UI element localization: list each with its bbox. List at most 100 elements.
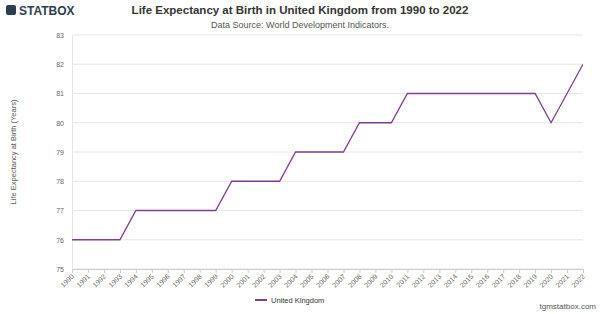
logo-icon [6,5,16,15]
x-tick-mark [184,269,185,273]
x-tick: 2021 [554,269,570,289]
x-tick-mark [312,269,313,273]
x-tick: 2001 [235,269,251,289]
x-tick-mark [359,269,360,273]
chart: Life Expectancy at Birth in United Kingd… [0,0,600,314]
x-tick: 1997 [171,269,187,289]
x-tick-mark [375,269,376,273]
x-tick-mark [519,269,520,273]
line [72,64,583,240]
x-tick-label: 1990 [59,273,75,289]
x-tick-label: 2004 [283,273,299,289]
y-tick-label: 83 [56,32,64,39]
x-tick-mark [72,269,73,273]
x-tick-label: 1998 [187,273,203,289]
y-tick: 81 [56,90,72,97]
x-tick-label: 2010 [379,273,395,289]
x-tick-label: 1992 [91,273,107,289]
x-tick-label: 1997 [171,273,187,289]
x-tick: 2022 [570,269,586,289]
x-tick: 2010 [379,269,395,289]
x-tick: 2002 [251,269,267,289]
x-tick: 1992 [91,269,107,289]
x-tick-label: 2001 [235,273,251,289]
x-tick-mark [152,269,153,273]
y-tick-label: 80 [56,119,64,126]
x-tick-label: 2016 [474,273,490,289]
x-tick-label: 2000 [219,273,235,289]
x-tick: 1995 [139,269,155,289]
logo: STATBOX [6,4,75,18]
x-tick-label: 1993 [107,273,123,289]
y-axis-line [72,36,73,270]
y-tick: 82 [56,61,72,68]
x-tick-mark [248,269,249,273]
y-axis: 757677787980818283 [56,32,72,273]
y-tick: 83 [56,32,72,39]
x-tick-mark [567,269,568,273]
x-tick-mark [104,269,105,273]
x-tick-mark [487,269,488,273]
x-tick-label: 2008 [347,273,363,289]
x-tick-label: 2006 [315,273,331,289]
x-tick-mark [471,269,472,273]
x-tick-label: 2020 [538,273,554,289]
grid-line [72,64,583,65]
y-tick: 78 [56,178,72,185]
x-tick-label: 2003 [267,273,283,289]
x-tick-label: 2021 [554,273,570,289]
x-tick-mark [391,269,392,273]
legend-swatch [255,299,267,301]
x-tick-mark [136,269,137,273]
grid-line [72,122,583,123]
x-tick: 1991 [75,269,91,289]
x-tick: 2003 [267,269,283,289]
grid-line [72,239,583,240]
x-tick-label: 2018 [506,273,522,289]
x-tick: 2004 [283,269,299,289]
x-tick: 2019 [522,269,538,289]
x-tick-mark [407,269,408,273]
x-tick-mark [503,269,504,273]
y-axis-title: Life Expectancy at Birth (Years) [9,99,18,204]
x-tick-label: 2002 [251,273,267,289]
x-tick: 1994 [123,269,139,289]
grid-line [72,181,583,182]
x-tick-mark [88,269,89,273]
x-tick-mark [168,269,169,273]
x-tick: 2000 [219,269,235,289]
x-tick: 2012 [411,269,427,289]
x-tick-label: 2019 [522,273,538,289]
x-axis: 1990199119921993199419951996199719981999… [59,269,586,289]
x-tick: 2018 [506,269,522,289]
grid [72,35,583,269]
y-tick: 76 [56,236,72,243]
x-tick-label: 2014 [442,273,458,289]
title: Life Expectancy at Birth in United Kingd… [132,4,469,16]
x-tick-label: 2007 [331,273,347,289]
x-tick-label: 1996 [155,273,171,289]
y-tick-label: 76 [56,236,64,243]
x-tick-label: 2012 [411,273,427,289]
x-tick-label: 2011 [395,273,411,289]
watermark: tgmstatbox.com [540,302,597,311]
x-tick-label: 1991 [75,273,91,289]
x-tick: 2020 [538,269,554,289]
x-tick: 2013 [427,269,443,289]
legend-label: United Kingdom [271,296,324,305]
y-tick: 75 [56,266,72,273]
y-tick-label: 82 [56,61,64,68]
x-tick-mark [328,269,329,273]
y-tick: 80 [56,119,72,126]
logo-text: STATBOX [19,4,75,18]
x-tick-mark [296,269,297,273]
x-tick: 2005 [299,269,315,289]
series-group [72,64,583,240]
x-tick: 1990 [59,269,75,289]
x-tick-mark [535,269,536,273]
x-tick: 1993 [107,269,123,289]
x-tick: 2011 [395,269,411,288]
y-tick: 77 [56,207,72,214]
x-tick-label: 2013 [427,273,443,289]
x-tick: 2016 [474,269,490,289]
